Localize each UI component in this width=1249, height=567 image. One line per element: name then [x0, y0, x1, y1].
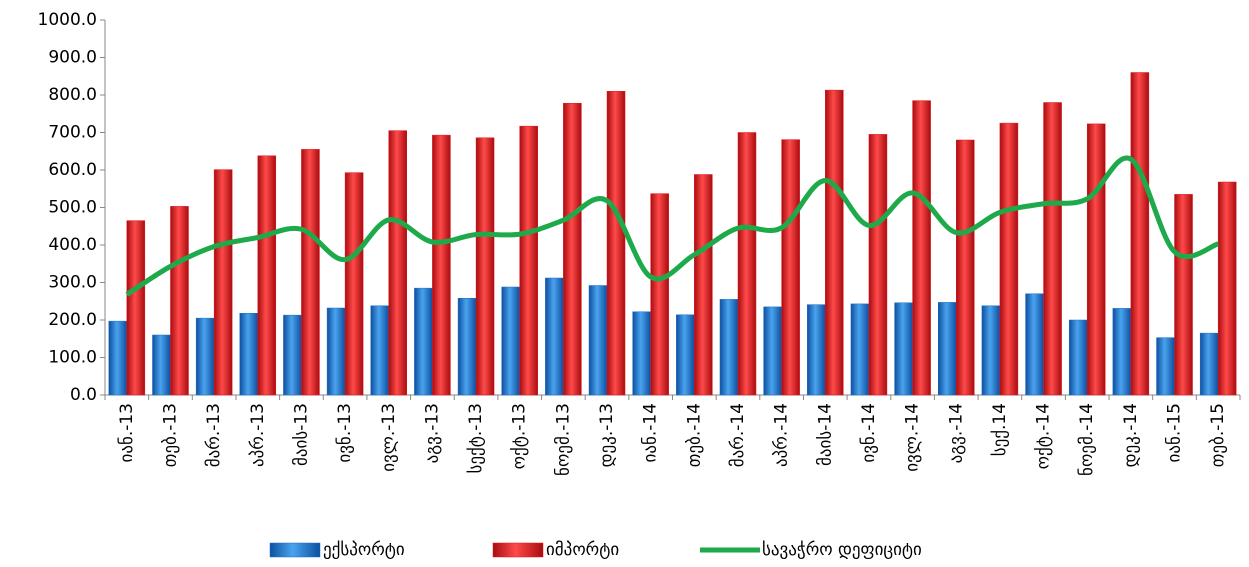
bar: [606, 91, 626, 396]
x-tick-label: თებ.-14: [684, 403, 704, 467]
bar: [737, 132, 757, 396]
x-tick-label: თებ.-15: [1208, 403, 1228, 467]
bar: [1156, 337, 1175, 396]
bar: [519, 125, 538, 396]
legend-swatch: [492, 542, 544, 558]
x-tick-label: აპრ.-13: [248, 403, 268, 467]
bar: [563, 103, 582, 396]
bar: [414, 287, 433, 396]
y-tick-label: 500.0: [48, 198, 97, 218]
x-tick-label: აგვ.-13: [422, 403, 442, 463]
bar: [676, 314, 695, 396]
y-tick-label: 900.0: [48, 48, 97, 68]
bar: [1130, 72, 1150, 396]
x-tick-label: ნოემ.-14: [1077, 403, 1097, 476]
x-tick-label: მარ.-14: [728, 403, 748, 467]
x-tick-label: სექტ.-13: [466, 403, 486, 474]
x-tick-label: დეკ.-13: [597, 403, 617, 467]
y-tick-label: 1000.0: [38, 10, 97, 30]
bar: [1112, 308, 1132, 396]
bar: [1217, 181, 1237, 396]
bar: [344, 172, 364, 396]
bar: [457, 298, 477, 396]
bar: [825, 89, 844, 396]
y-tick-label: 200.0: [48, 310, 97, 330]
bar: [650, 193, 669, 396]
x-tick-label: ივნ.-14: [859, 403, 879, 463]
x-tick-label: იან.-15: [1165, 403, 1185, 462]
x-tick-label: ნოემ.-13: [553, 403, 573, 476]
bar: [388, 130, 407, 396]
x-tick-label: იან.-13: [117, 403, 137, 462]
x-tick-label: სექ.14: [990, 403, 1010, 456]
y-tick-label: 400.0: [48, 235, 97, 255]
bar: [126, 220, 146, 396]
y-tick-label: 300.0: [48, 273, 97, 293]
bar: [632, 311, 651, 396]
x-tick-label: ივლ.-14: [903, 403, 923, 472]
bar: [213, 169, 233, 396]
x-tick-label: მაის-13: [291, 403, 311, 466]
bar: [370, 305, 389, 396]
bar: [1174, 194, 1193, 396]
x-tick-label: ოქტ.-13: [510, 403, 530, 469]
x-tick-label: დეკ.-14: [1121, 403, 1141, 467]
legend-label: სავაჭრო დეფიციტი: [762, 540, 922, 560]
x-tick-label: ივლ.-13: [379, 403, 399, 472]
bar: [1068, 319, 1088, 396]
bar: [763, 306, 782, 396]
y-tick-label: 0.0: [70, 385, 97, 405]
bar: [545, 277, 564, 396]
x-tick-label: მარ.-13: [204, 403, 224, 467]
bar: [999, 122, 1019, 396]
line: [125, 155, 1220, 297]
bar: [1086, 123, 1106, 396]
legend-swatch: [269, 542, 321, 558]
bar: [694, 174, 713, 396]
bar: [1025, 293, 1044, 396]
y-tick-label: 600.0: [48, 160, 97, 180]
x-tick-label: მაის-14: [815, 403, 835, 466]
bar: [956, 139, 975, 396]
bar: [432, 134, 451, 396]
bar: [326, 307, 346, 396]
bar: [108, 320, 128, 396]
bar: [283, 314, 302, 396]
bar: [894, 302, 913, 396]
bar: [588, 285, 608, 396]
bar: [912, 100, 931, 396]
bar: [807, 304, 826, 396]
x-tick-label: თებ.-13: [160, 403, 180, 467]
x-tick-label: ოქტ.-14: [1034, 403, 1054, 469]
bar: [1043, 102, 1062, 396]
x-tick-label: აპრ.-14: [772, 403, 792, 467]
bar: [1199, 332, 1219, 396]
x-tick-label: ივნ.-13: [335, 403, 355, 463]
bar: [719, 299, 739, 396]
y-tick-label: 800.0: [48, 85, 97, 105]
y-tick-label: 700.0: [48, 123, 97, 143]
y-tick-label: 100.0: [48, 348, 97, 368]
bar: [170, 206, 189, 396]
legend-label: ექსპორტი: [323, 540, 405, 560]
bar: [301, 149, 320, 396]
bar: [152, 334, 171, 396]
bar: [868, 134, 888, 396]
bar: [501, 286, 520, 396]
legend-label: იმპორტი: [546, 540, 619, 560]
bar: [257, 155, 277, 396]
bar: [239, 313, 259, 396]
x-tick-label: აგვ.-14: [946, 403, 966, 463]
bar: [938, 302, 957, 396]
bar: [195, 317, 215, 396]
bar: [781, 139, 800, 396]
bar: [475, 137, 495, 396]
x-tick-label: იან.-14: [641, 403, 661, 462]
bar: [981, 305, 1001, 396]
bar: [850, 303, 870, 396]
